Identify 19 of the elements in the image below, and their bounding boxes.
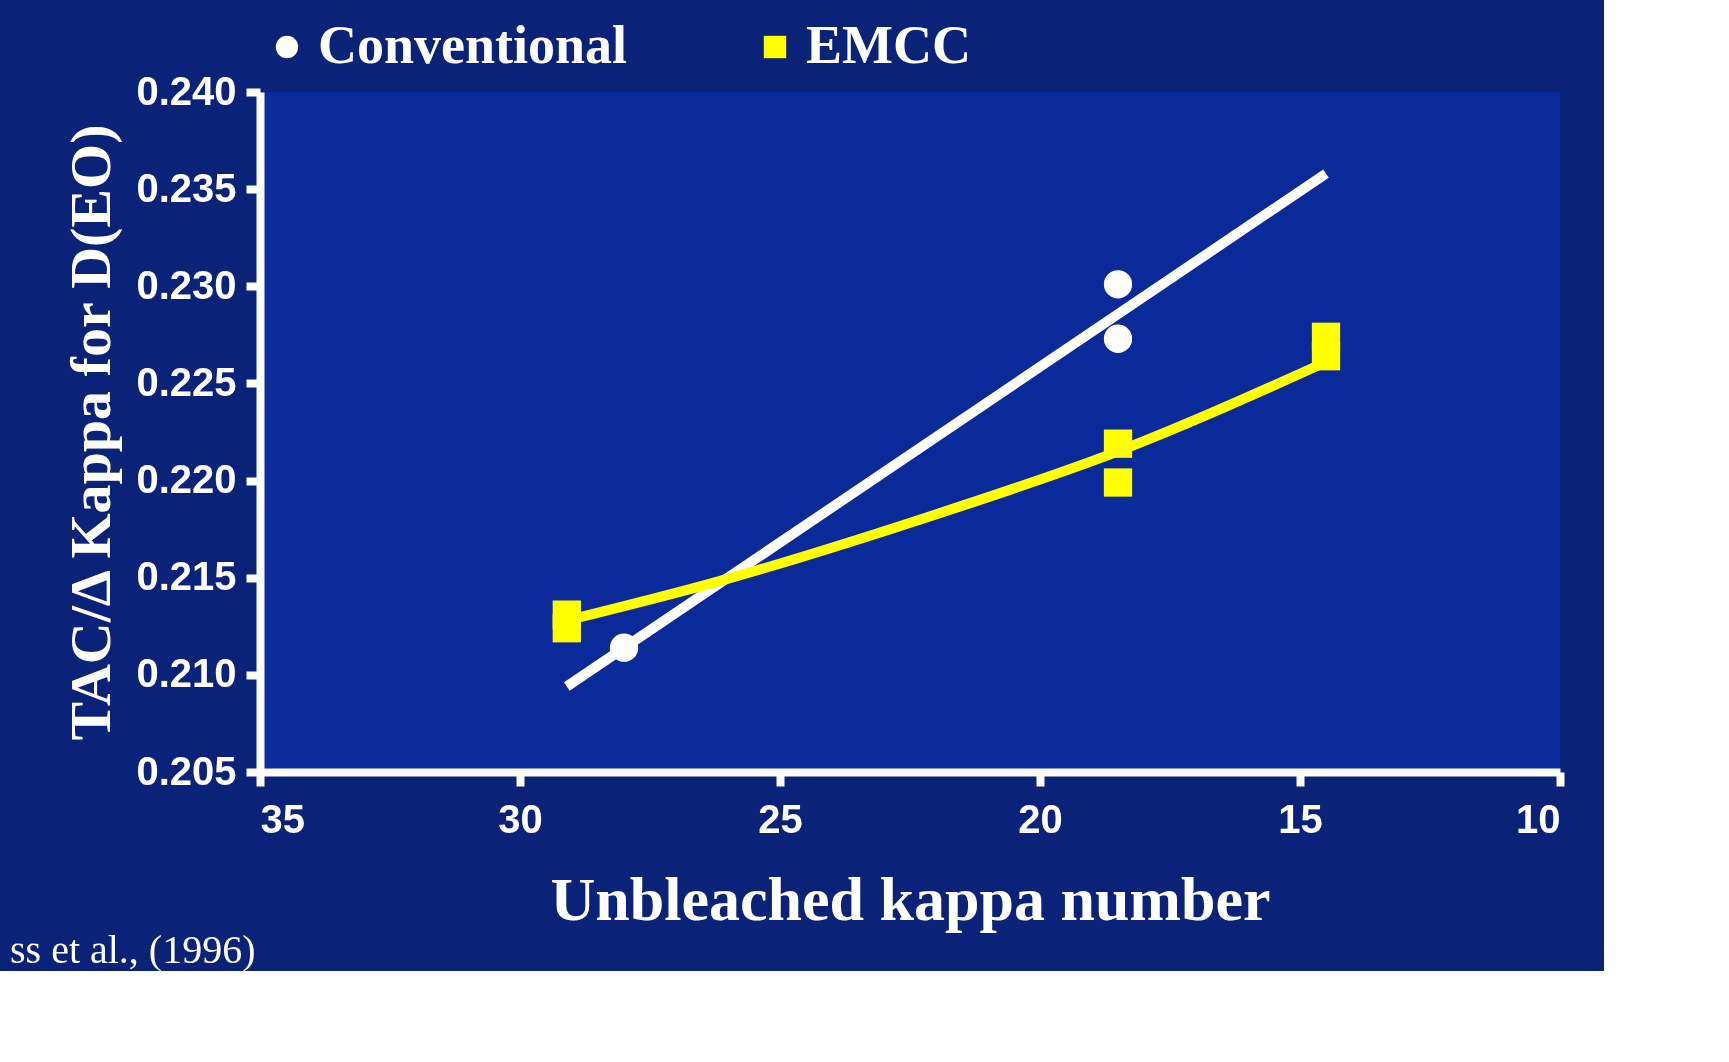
x-tick-label: 15 bbox=[1278, 796, 1323, 841]
x-tick-label: 25 bbox=[758, 796, 803, 841]
y-tick-label: 0.230 bbox=[136, 262, 237, 307]
y-tick-label: 0.220 bbox=[136, 457, 237, 502]
x-axis-title: Unbleached kappa number bbox=[550, 864, 1271, 933]
y-tick-label: 0.225 bbox=[136, 359, 237, 404]
x-tick-label: 35 bbox=[260, 796, 305, 841]
y-tick-label: 0.210 bbox=[136, 651, 237, 696]
legend-label: EMCC bbox=[806, 15, 971, 75]
text: ss et al., (1996) bbox=[10, 927, 256, 972]
x-tick-label: 10 bbox=[1516, 796, 1561, 841]
y-axis-title: TAC/Δ Kappa for D(EO) bbox=[58, 124, 124, 741]
y-tick-label: 0.240 bbox=[136, 68, 237, 113]
y-tick-label: 0.205 bbox=[136, 748, 237, 793]
x-tick-label: 30 bbox=[498, 796, 543, 841]
y-tick-label: 0.235 bbox=[136, 165, 237, 210]
y-tick-label: 0.215 bbox=[136, 554, 237, 599]
x-tick-label: 20 bbox=[1018, 796, 1063, 841]
legend-label: Conventional bbox=[318, 15, 628, 75]
